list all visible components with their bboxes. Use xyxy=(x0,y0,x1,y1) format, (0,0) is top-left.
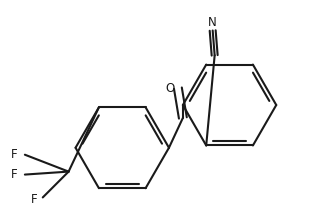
Text: F: F xyxy=(11,168,18,181)
Text: N: N xyxy=(208,16,217,29)
Text: F: F xyxy=(11,148,18,161)
Text: F: F xyxy=(31,193,38,206)
Text: O: O xyxy=(165,82,175,95)
